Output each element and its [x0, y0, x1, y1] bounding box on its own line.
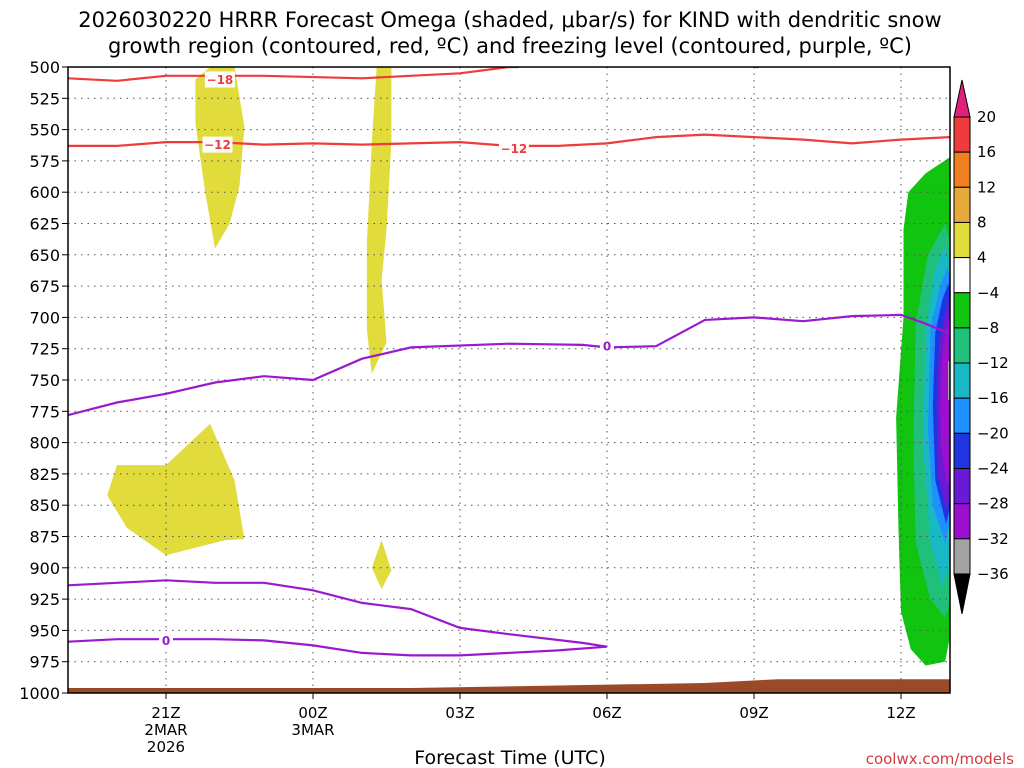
- x-tick-label-5-0: 12Z: [886, 704, 915, 722]
- omega-region-10: [940, 314, 950, 487]
- colorbar-bin-6: [953, 292, 971, 329]
- colorbar-bottom-arrow: [953, 573, 971, 615]
- x-tick-label-1-0: 00Z: [298, 704, 327, 722]
- y-tick-label-875: 875: [29, 528, 60, 547]
- colorbar-top-arrow: [953, 79, 971, 118]
- y-axis: 500 525 550 575 600 625 650 675 700 725 750 775 800 8…: [19, 58, 68, 703]
- colorbar-bin-12: [953, 503, 971, 540]
- chart-title-line2: growth region (contoured, red, ºC) and f…: [108, 34, 912, 58]
- y-tick-label-500: 500: [29, 58, 60, 77]
- x-tick-label-4-0: 09Z: [739, 704, 768, 722]
- grid-lines: [68, 67, 950, 693]
- colorbar-bin-1: [953, 116, 971, 153]
- colorbar-tick-12: −32: [977, 530, 1009, 548]
- y-tick-label-950: 950: [29, 621, 60, 640]
- omega-region-3: [371, 540, 392, 590]
- credit-text: coolwx.com/models: [866, 750, 1014, 768]
- colorbar-bin-10: [953, 432, 971, 470]
- colorbar-bin-2: [953, 151, 971, 188]
- freezing-level-contour-1: [68, 579, 608, 657]
- colorbar-bin-8: [953, 362, 971, 399]
- colorbar-tick-0: 20: [977, 108, 996, 126]
- colorbar-tick-7: −12: [977, 354, 1009, 372]
- colorbar-bin-3: [953, 186, 971, 223]
- omega-shading: [107, 67, 950, 666]
- x-tick-label-0-1: 2MAR: [144, 721, 187, 739]
- colorbar-tick-4: 4: [977, 249, 987, 267]
- y-tick-label-625: 625: [29, 215, 60, 234]
- freezing_level-label-bg-0: [600, 338, 614, 355]
- x-axis-label: Forecast Time (UTC): [414, 747, 605, 768]
- colorbar-tick-9: −20: [977, 424, 1009, 442]
- freezing-level-label-0: 0: [603, 340, 611, 354]
- x-tick-label-1-1: 3MAR: [291, 721, 334, 739]
- colorbar-bin-4: [953, 221, 971, 259]
- y-tick-label-700: 700: [29, 308, 60, 327]
- freezing_level-label-bg-2: [159, 632, 173, 649]
- colorbar: 20 16 12 8 4 −4 −8 −12 −16 −20 −24 −28 −32 −36: [953, 79, 1009, 615]
- y-tick-label-600: 600: [29, 183, 60, 202]
- terrain-layer: [68, 679, 950, 693]
- y-tick-label-825: 825: [29, 465, 60, 484]
- x-tick-label-0-0: 21Z: [151, 704, 180, 722]
- isotherms_dgz-label-bg-0: [204, 71, 235, 88]
- terrain-fill: [68, 679, 950, 693]
- dgz-isotherm-0: [68, 67, 519, 82]
- y-tick-label-675: 675: [29, 277, 60, 296]
- y-tick-label-975: 975: [29, 653, 60, 672]
- colorbar-bin-9: [953, 397, 971, 434]
- isotherms_dgz-label-bg-2: [498, 140, 529, 157]
- colorbar-tick-6: −8: [977, 319, 999, 337]
- colorbar-tick-3: 8: [977, 213, 987, 231]
- y-tick-label-775: 775: [29, 402, 60, 421]
- omega-region-0: [195, 67, 245, 249]
- dgz-isotherm-label-2: −12: [501, 142, 528, 156]
- x-tick-label-0-2: 2026: [147, 738, 185, 756]
- y-tick-label-650: 650: [29, 246, 60, 265]
- colorbar-tick-8: −16: [977, 389, 1009, 407]
- y-tick-label-750: 750: [29, 371, 60, 390]
- colorbar-tick-1: 16: [977, 143, 996, 161]
- y-tick-label-925: 925: [29, 590, 60, 609]
- colorbar-tick-2: 12: [977, 178, 996, 196]
- colorbar-tick-5: −4: [977, 284, 999, 302]
- x-tick-label-3-0: 06Z: [592, 704, 621, 722]
- y-tick-label-525: 525: [29, 89, 60, 108]
- y-tick-label-900: 900: [29, 559, 60, 578]
- isotherms_dgz-label-bg-1: [202, 136, 233, 153]
- dgz-isotherm-label-0: −18: [207, 73, 234, 87]
- colorbar-bin-5: [953, 257, 971, 294]
- x-tick-label-2-0: 03Z: [445, 704, 474, 722]
- freezing-level-label-2: 0: [162, 634, 170, 648]
- colorbar-tick-13: −36: [977, 565, 1009, 583]
- colorbar-bin-11: [953, 468, 971, 505]
- y-tick-label-1000: 1000: [19, 684, 60, 703]
- dgz-isotherm-label-1: −12: [204, 138, 231, 152]
- y-tick-label-575: 575: [29, 152, 60, 171]
- colorbar-bin-13: [953, 538, 971, 575]
- colorbar-tick-10: −24: [977, 460, 1009, 478]
- colorbar-bin-7: [953, 327, 971, 364]
- chart-title-line1: 2026030220 HRRR Forecast Omega (shaded, …: [78, 8, 941, 32]
- contour-labels: −18 −12 −12 0 0: [159, 71, 614, 649]
- y-tick-label-725: 725: [29, 340, 60, 359]
- plot-background: [68, 67, 950, 693]
- omega-region-2: [107, 423, 245, 556]
- y-tick-label-850: 850: [29, 496, 60, 515]
- colorbar-tick-11: −28: [977, 495, 1009, 513]
- y-tick-label-800: 800: [29, 434, 60, 453]
- y-tick-label-550: 550: [29, 121, 60, 140]
